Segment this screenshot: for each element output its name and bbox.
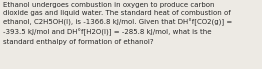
Text: Ethanol undergoes combustion in oxygen to produce carbon
dioxide gas and liquid : Ethanol undergoes combustion in oxygen t… bbox=[3, 2, 232, 45]
